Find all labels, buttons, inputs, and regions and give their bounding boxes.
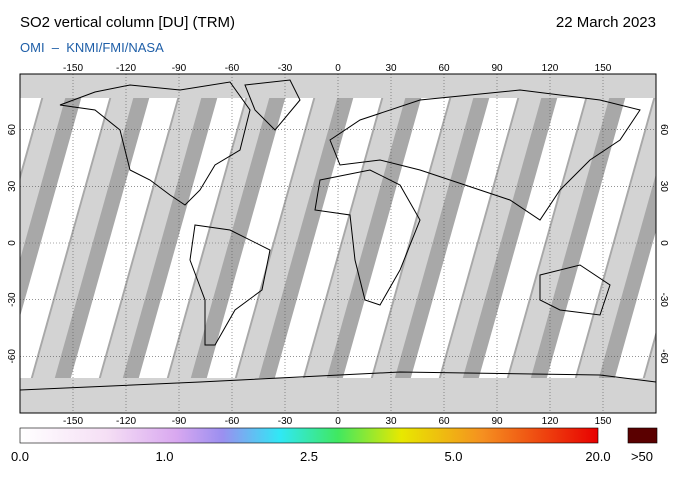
eurasia: [329, 89, 641, 221]
north-america: [59, 81, 251, 206]
lon-tick-label-top: -60: [225, 63, 240, 74]
map-area: [0, 74, 656, 413]
swath-light: [159, 74, 276, 413]
swath-light: [431, 74, 548, 413]
lon-tick-label-bottom: 120: [542, 416, 559, 427]
lon-tick-label-top: 30: [385, 63, 397, 74]
lon-tick-label-top: -120: [116, 63, 136, 74]
coastlines: [20, 79, 656, 413]
swath-light: [23, 74, 140, 413]
swath-white: [197, 74, 320, 413]
lon-tick-label-bottom: 90: [491, 416, 503, 427]
lon-tick-label-bottom: 60: [438, 416, 450, 427]
lon-tick-label-bottom: -90: [172, 416, 187, 427]
swath-light: [20, 74, 72, 260]
swath-white: [469, 74, 592, 413]
colorbar-label: 20.0: [585, 449, 610, 464]
antarctica: [20, 371, 656, 413]
lon-tick-label-bottom: -120: [116, 416, 136, 427]
swath-white: [333, 74, 456, 413]
lat-tick-label-right: -30: [658, 292, 669, 307]
south-america: [189, 224, 271, 346]
lon-tick-label-top: -30: [278, 63, 293, 74]
lat-tick-label-left: 30: [7, 180, 18, 192]
swath-white: [129, 74, 252, 413]
lon-tick-label-bottom: -150: [63, 416, 83, 427]
lat-tick-label-left: 60: [7, 124, 18, 136]
lat-tick-label-left: 0: [7, 240, 18, 246]
africa: [314, 169, 421, 306]
swath-white: [61, 74, 184, 413]
swath-light: [499, 74, 616, 413]
swath-white: [265, 74, 388, 413]
lon-tick-label-top: -150: [63, 63, 83, 74]
australia: [539, 264, 611, 316]
swath-light: [0, 74, 4, 413]
lon-tick-label-top: 120: [542, 63, 559, 74]
lon-tick-label-bottom: 30: [385, 416, 397, 427]
lat-tick-label-right: 30: [658, 181, 669, 193]
title: SO2 vertical column [DU] (TRM): [20, 14, 235, 31]
colorbar-label: 5.0: [444, 449, 462, 464]
swath-white: [537, 74, 656, 413]
lat-tick-label-left: -60: [7, 349, 18, 364]
lat-tick-label-right: 60: [658, 124, 669, 136]
swath-light: [227, 74, 344, 413]
lon-tick-label-bottom: -60: [225, 416, 240, 427]
colorbar-label: 1.0: [155, 449, 173, 464]
colorbar: [19, 427, 599, 444]
greenland: [244, 79, 301, 131]
source: OMI – KNMI/FMI/NASA: [20, 40, 164, 55]
swath-light: [363, 74, 480, 413]
lon-tick-label-top: 150: [595, 63, 612, 74]
lon-tick-label-bottom: -30: [278, 416, 293, 427]
lat-tick-label-left: -30: [7, 292, 18, 307]
lon-tick-label-top: -90: [172, 63, 187, 74]
swath-white: [605, 231, 656, 413]
lon-tick-label-top: 60: [438, 63, 450, 74]
colorbar-overflow: [627, 427, 658, 444]
lat-tick-label-right: -60: [658, 349, 669, 364]
swath-white: [20, 74, 48, 174]
date: 22 March 2023: [556, 14, 656, 31]
lon-tick-label-top: 0: [335, 63, 341, 74]
lon-tick-label-bottom: 0: [335, 416, 341, 427]
colorbar-label: 0.0: [11, 449, 29, 464]
lon-tick-label-bottom: 150: [595, 416, 612, 427]
swath-white: [20, 74, 116, 413]
colorbar-label: 2.5: [300, 449, 318, 464]
colorbar-overflow-label: >50: [631, 449, 653, 464]
swath-white: [401, 74, 524, 413]
swath-light: [567, 95, 656, 413]
lat-tick-label-right: 0: [658, 240, 669, 246]
lon-tick-label-top: 90: [491, 63, 503, 74]
